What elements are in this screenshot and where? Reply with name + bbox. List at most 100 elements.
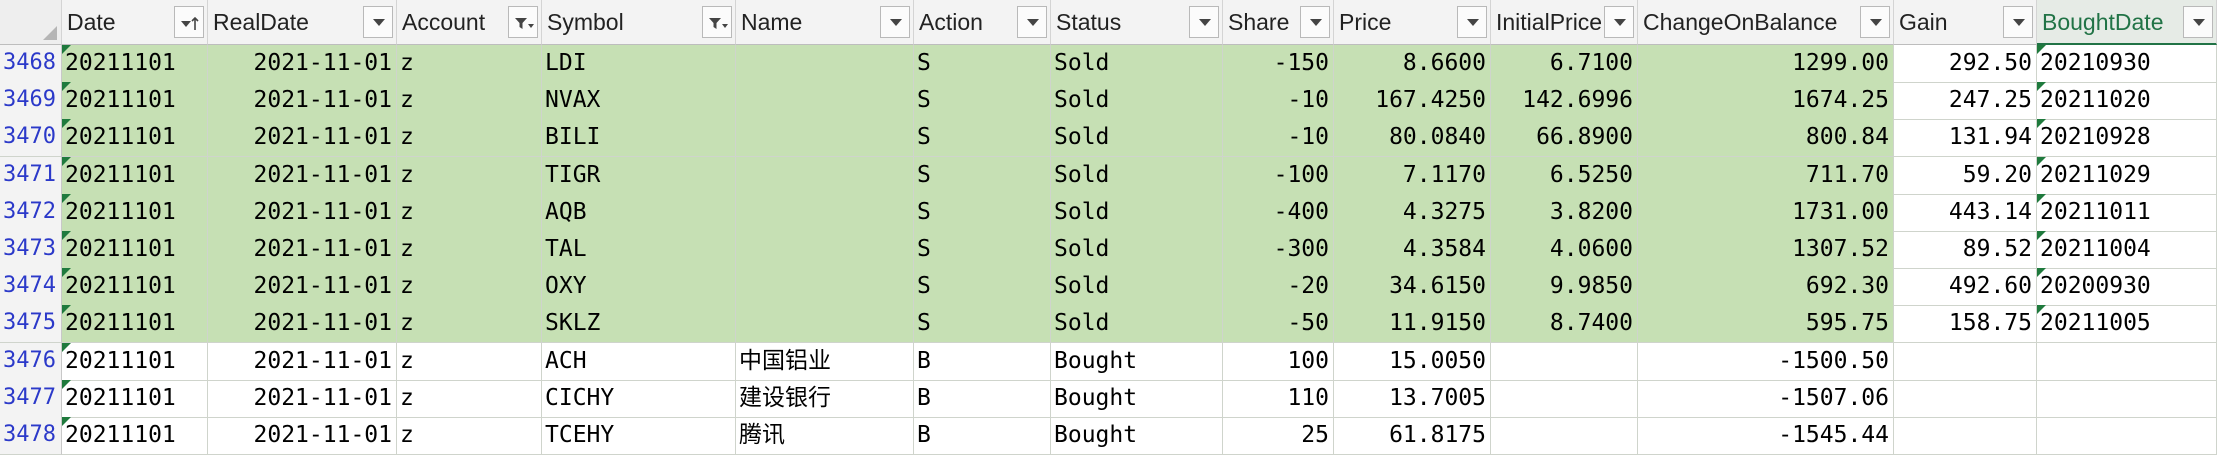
cell-price[interactable]: 7.1170 <box>1334 156 1491 195</box>
row-number[interactable]: 3470 <box>0 119 62 158</box>
row-number[interactable]: 3478 <box>0 417 62 455</box>
cell-change[interactable]: -1507.06 <box>1638 379 1894 418</box>
cell-name[interactable]: 中国铝业 <box>736 342 914 381</box>
cell-share[interactable]: 25 <box>1223 417 1334 455</box>
cell-action[interactable]: B <box>914 342 1051 381</box>
column-header-name[interactable]: Name <box>736 0 914 45</box>
cell-action[interactable]: B <box>914 417 1051 455</box>
cell-date[interactable]: 20211101 <box>62 45 208 83</box>
cell-initial[interactable]: 6.5250 <box>1491 156 1638 195</box>
cell-price[interactable]: 15.0050 <box>1334 342 1491 381</box>
cell-share[interactable]: -300 <box>1223 231 1334 269</box>
cell-change[interactable]: 1731.00 <box>1638 193 1894 232</box>
cell-account[interactable]: z <box>397 342 542 381</box>
cell-symbol[interactable]: TAL <box>542 231 736 269</box>
cell-date[interactable]: 20211101 <box>62 417 208 455</box>
cell-initial[interactable] <box>1491 417 1638 455</box>
cell-date[interactable]: 20211101 <box>62 119 208 158</box>
cell-gain[interactable]: 292.50 <box>1894 45 2037 83</box>
cell-symbol[interactable]: NVAX <box>542 82 736 121</box>
cell-action[interactable]: B <box>914 379 1051 418</box>
cell-action[interactable]: S <box>914 156 1051 195</box>
row-number[interactable]: 3477 <box>0 379 62 418</box>
cell-symbol[interactable]: ACH <box>542 342 736 381</box>
filter-bought-button[interactable] <box>2183 6 2213 38</box>
filter-status-button[interactable] <box>1189 6 1219 38</box>
cell-change[interactable]: 1307.52 <box>1638 231 1894 269</box>
column-header-bought[interactable]: BoughtDate <box>2037 0 2217 45</box>
cell-gain[interactable]: 131.94 <box>1894 119 2037 158</box>
filter-date-button[interactable] <box>174 6 204 38</box>
cell-initial[interactable]: 9.9850 <box>1491 268 1638 307</box>
cell-date[interactable]: 20211101 <box>62 82 208 121</box>
cell-realdate[interactable]: 2021-11-01 <box>208 379 397 418</box>
cell-account[interactable]: z <box>397 231 542 269</box>
cell-symbol[interactable]: CICHY <box>542 379 736 418</box>
cell-change[interactable]: 1674.25 <box>1638 82 1894 121</box>
cell-gain[interactable]: 89.52 <box>1894 231 2037 269</box>
cell-account[interactable]: z <box>397 193 542 232</box>
cell-gain[interactable] <box>1894 417 2037 455</box>
cell-date[interactable]: 20211101 <box>62 156 208 195</box>
row-number[interactable]: 3468 <box>0 45 62 83</box>
cell-price[interactable]: 13.7005 <box>1334 379 1491 418</box>
cell-account[interactable]: z <box>397 119 542 158</box>
cell-share[interactable]: -10 <box>1223 119 1334 158</box>
cell-action[interactable]: S <box>914 231 1051 269</box>
cell-price[interactable]: 4.3584 <box>1334 231 1491 269</box>
cell-realdate[interactable]: 2021-11-01 <box>208 82 397 121</box>
cell-share[interactable]: -100 <box>1223 156 1334 195</box>
cell-realdate[interactable]: 2021-11-01 <box>208 268 397 307</box>
cell-account[interactable]: z <box>397 156 542 195</box>
cell-realdate[interactable]: 2021-11-01 <box>208 342 397 381</box>
cell-price[interactable]: 11.9150 <box>1334 305 1491 344</box>
cell-account[interactable]: z <box>397 305 542 344</box>
cell-date[interactable]: 20211101 <box>62 379 208 418</box>
cell-status[interactable]: Sold <box>1051 156 1223 195</box>
cell-status[interactable]: Sold <box>1051 45 1223 83</box>
column-header-account[interactable]: Account <box>397 0 542 45</box>
column-header-action[interactable]: Action <box>914 0 1051 45</box>
row-number[interactable]: 3475 <box>0 305 62 344</box>
cell-bought[interactable]: 20211011 <box>2037 193 2217 232</box>
cell-status[interactable]: Sold <box>1051 305 1223 344</box>
cell-gain[interactable]: 247.25 <box>1894 82 2037 121</box>
cell-initial[interactable]: 8.7400 <box>1491 305 1638 344</box>
cell-share[interactable]: 100 <box>1223 342 1334 381</box>
cell-initial[interactable]: 142.6996 <box>1491 82 1638 121</box>
cell-share[interactable]: -20 <box>1223 268 1334 307</box>
column-header-gain[interactable]: Gain <box>1894 0 2037 45</box>
cell-change[interactable]: 711.70 <box>1638 156 1894 195</box>
cell-initial[interactable]: 6.7100 <box>1491 45 1638 83</box>
column-header-realdate[interactable]: RealDate <box>208 0 397 45</box>
cell-gain[interactable]: 158.75 <box>1894 305 2037 344</box>
cell-status[interactable]: Bought <box>1051 379 1223 418</box>
filter-realdate-button[interactable] <box>363 6 393 38</box>
cell-change[interactable]: -1500.50 <box>1638 342 1894 381</box>
cell-symbol[interactable]: LDI <box>542 45 736 83</box>
cell-action[interactable]: S <box>914 268 1051 307</box>
filter-gain-button[interactable] <box>2003 6 2033 38</box>
column-header-price[interactable]: Price <box>1334 0 1491 45</box>
cell-action[interactable]: S <box>914 305 1051 344</box>
row-number[interactable]: 3474 <box>0 268 62 307</box>
cell-share[interactable]: -150 <box>1223 45 1334 83</box>
cell-initial[interactable]: 4.0600 <box>1491 231 1638 269</box>
cell-name[interactable] <box>736 305 914 344</box>
cell-account[interactable]: z <box>397 417 542 455</box>
cell-account[interactable]: z <box>397 82 542 121</box>
cell-date[interactable]: 20211101 <box>62 193 208 232</box>
cell-bought[interactable] <box>2037 417 2217 455</box>
column-header-symbol[interactable]: Symbol <box>542 0 736 45</box>
cell-share[interactable]: -50 <box>1223 305 1334 344</box>
cell-realdate[interactable]: 2021-11-01 <box>208 156 397 195</box>
cell-status[interactable]: Sold <box>1051 119 1223 158</box>
cell-symbol[interactable]: TIGR <box>542 156 736 195</box>
cell-price[interactable]: 167.4250 <box>1334 82 1491 121</box>
filter-name-button[interactable] <box>880 6 910 38</box>
cell-status[interactable]: Sold <box>1051 193 1223 232</box>
filter-initial-button[interactable] <box>1604 6 1634 38</box>
cell-date[interactable]: 20211101 <box>62 342 208 381</box>
cell-change[interactable]: 692.30 <box>1638 268 1894 307</box>
cell-status[interactable]: Bought <box>1051 417 1223 455</box>
